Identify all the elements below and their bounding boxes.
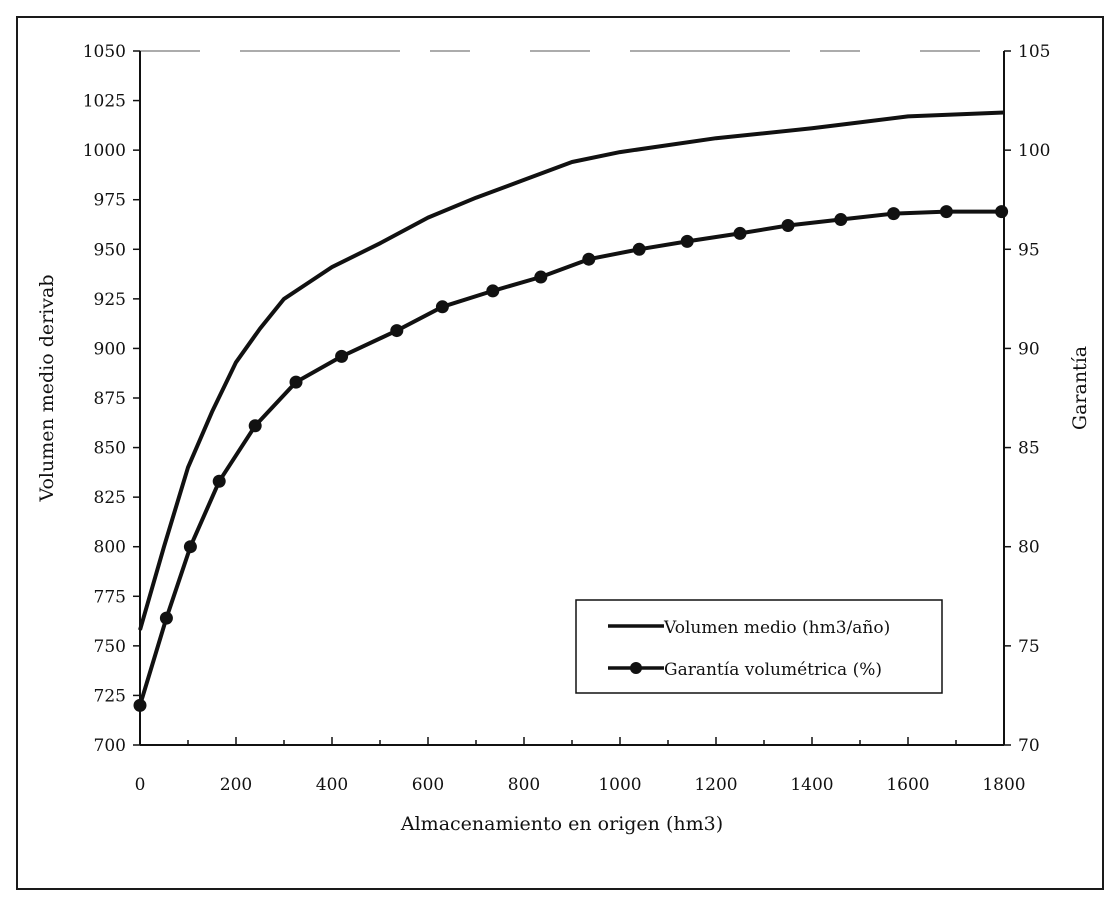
y2-axis-title: Garantía — [1069, 346, 1091, 430]
chart-labels: Almacenamiento en origen (hm3) Volumen m… — [36, 274, 1091, 835]
series-line-garantia — [138, 209, 1002, 706]
data-point — [486, 284, 500, 298]
chart-frame — [16, 16, 1104, 890]
y-tick-label: 800 — [94, 538, 126, 558]
y-tick-label: 1025 — [83, 92, 126, 112]
legend-label-garantia: Garantía volumétrica (%) — [664, 660, 882, 680]
series-line-volumen — [138, 110, 1005, 631]
data-point — [680, 234, 694, 248]
y2-tick-label: 100 — [1018, 141, 1050, 161]
x-tick-label: 1800 — [982, 775, 1025, 795]
y-tick-label: 925 — [94, 290, 126, 310]
y-tick-label: 825 — [94, 488, 126, 508]
chart-axes: 7007257507758008258508759009259509751000… — [83, 42, 1051, 795]
y2-tick-label: 75 — [1018, 637, 1040, 657]
legend-marker-garantia — [630, 662, 642, 674]
chart-series — [133, 110, 1009, 712]
data-point — [995, 205, 1009, 219]
y-tick-label: 1050 — [83, 42, 126, 62]
y-tick-label: 700 — [94, 736, 126, 756]
x-tick-label: 1400 — [790, 775, 833, 795]
data-point — [248, 419, 262, 433]
y2-tick-label: 105 — [1018, 42, 1050, 62]
x-tick-label: 0 — [135, 775, 146, 795]
data-point — [534, 270, 548, 284]
x-axis-title: Almacenamiento en origen (hm3) — [400, 813, 723, 835]
y-tick-label: 725 — [94, 686, 126, 706]
y2-tick-label: 85 — [1018, 439, 1040, 459]
y2-tick-label: 90 — [1018, 339, 1040, 359]
data-point — [183, 540, 197, 554]
legend-label-volumen: Volumen medio (hm3/año) — [663, 618, 890, 638]
data-point — [390, 324, 404, 338]
data-point — [887, 207, 901, 221]
y2-tick-label: 80 — [1018, 538, 1040, 558]
data-point — [632, 242, 646, 256]
y-tick-label: 875 — [94, 389, 126, 409]
data-point — [733, 226, 747, 240]
data-point — [289, 375, 303, 389]
legend-box — [575, 599, 943, 694]
data-point — [159, 611, 173, 625]
y-tick-label: 750 — [94, 637, 126, 657]
y2-tick-label: 70 — [1018, 736, 1040, 756]
x-tick-label: 200 — [220, 775, 252, 795]
x-tick-label: 1200 — [694, 775, 737, 795]
data-point — [335, 349, 349, 363]
data-point — [212, 474, 226, 488]
y-tick-label: 775 — [94, 587, 126, 607]
y-tick-label: 1000 — [83, 141, 126, 161]
y-tick-label: 950 — [94, 240, 126, 260]
data-point — [133, 698, 147, 712]
data-point — [781, 218, 795, 232]
data-point — [834, 213, 848, 227]
legend: Volumen medio (hm3/año) Garantía volumét… — [575, 599, 943, 694]
y-tick-label: 900 — [94, 339, 126, 359]
y-axis-title: Volumen medio derivab — [36, 274, 58, 502]
y-tick-label: 975 — [94, 191, 126, 211]
y-tick-label: 850 — [94, 439, 126, 459]
data-point — [435, 300, 449, 314]
y2-tick-label: 95 — [1018, 240, 1040, 260]
x-tick-label: 400 — [316, 775, 348, 795]
data-point — [939, 205, 953, 219]
x-tick-label: 1000 — [598, 775, 641, 795]
data-point — [582, 252, 596, 266]
x-tick-label: 1600 — [886, 775, 929, 795]
x-tick-label: 800 — [508, 775, 540, 795]
x-tick-label: 600 — [412, 775, 444, 795]
